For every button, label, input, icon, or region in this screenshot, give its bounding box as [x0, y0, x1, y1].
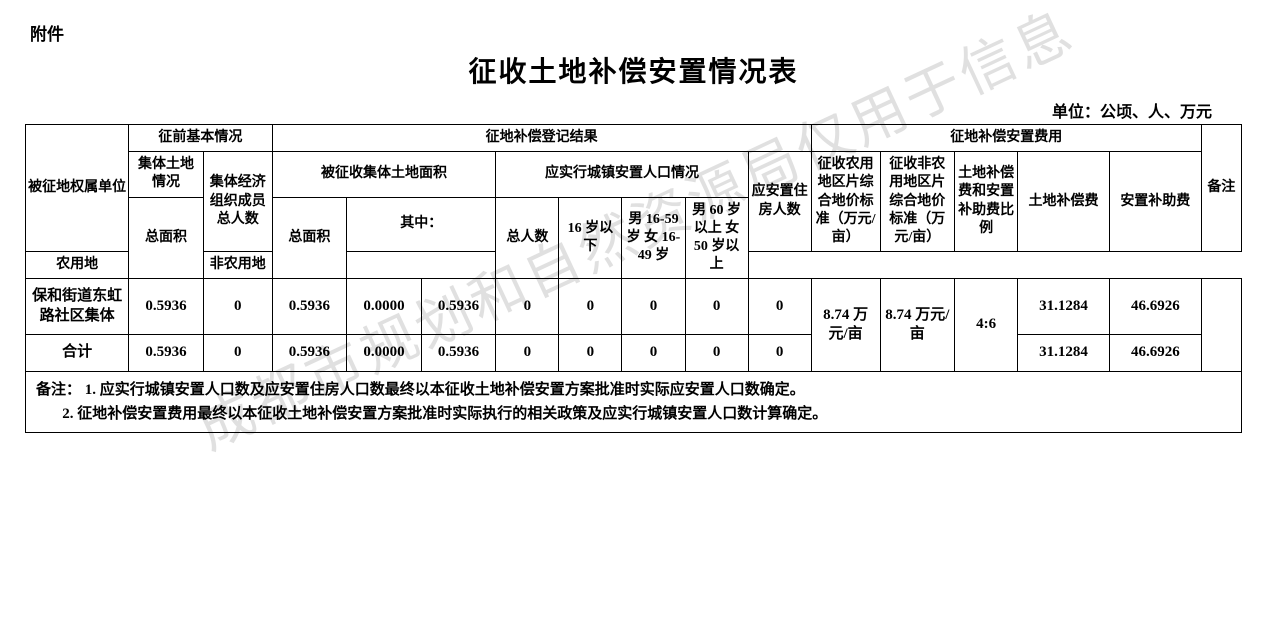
cell: 0	[748, 335, 811, 372]
cell: 0	[622, 279, 685, 335]
table-row: 合计 0.5936 0 0.5936 0.0000 0.5936 0 0 0 0…	[26, 335, 1242, 372]
hdr-breakdown: 其中：	[347, 197, 496, 252]
cell-owner: 合计	[26, 335, 129, 372]
table-row: 保和街道东虹路社区集体 0.5936 0 0.5936 0.0000 0.593…	[26, 279, 1242, 335]
cell: 46.6926	[1109, 335, 1201, 372]
hdr-housing: 应安置住房人数	[748, 152, 811, 252]
cell: 0	[622, 335, 685, 372]
hdr-u16: 16 岁以下	[559, 197, 622, 279]
hdr-owner: 被征地权属单位	[26, 125, 129, 252]
hdr-pop: 应实行城镇安置人口情况	[496, 152, 748, 197]
cell: 0	[685, 279, 748, 335]
hdr-remark: 备注	[1201, 125, 1241, 252]
cell-owner: 保和街道东虹路社区集体	[26, 279, 129, 335]
hdr-ratio: 土地补偿费和安置补助费比例	[955, 152, 1018, 252]
cell: 0.5936	[129, 335, 204, 372]
hdr-total-pop: 总人数	[496, 197, 559, 279]
cell: 0.5936	[421, 279, 496, 335]
cell-remark	[1201, 279, 1241, 372]
hdr-land-status: 集体土地情况	[129, 152, 204, 197]
hdr-grp-pre: 征前基本情况	[129, 125, 272, 152]
cell: 31.1284	[1018, 279, 1110, 335]
cell: 0.5936	[421, 335, 496, 372]
hdr-mid: 男 16-59 岁 女 16-49 岁	[622, 197, 685, 279]
cell: 0	[685, 335, 748, 372]
hdr-total-area-pre: 总面积	[129, 197, 204, 279]
cell: 0	[559, 335, 622, 372]
hdr-agri: 农用地	[26, 252, 129, 279]
cell: 0.5936	[272, 279, 347, 335]
hdr-land-comp: 土地补偿费	[1018, 152, 1110, 252]
hdr-nonagri: 非农用地	[203, 252, 272, 279]
cell: 0.5936	[272, 335, 347, 372]
attachment-label: 附件	[25, 20, 1242, 45]
footnote-label: 备注：	[36, 382, 81, 398]
hdr-agri-std: 征收农用地区片综合地价标准（万元/亩）	[811, 152, 880, 252]
cell: 46.6926	[1109, 279, 1201, 335]
compensation-table: 被征地权属单位 征前基本情况 征地补偿登记结果 征地补偿安置费用 备注 集体土地…	[25, 124, 1242, 433]
cell: 0	[748, 279, 811, 335]
footnote-2: 2. 征地补偿安置费用最终以本征收土地补偿安置方案批准时实际执行的相关政策及应实…	[62, 406, 827, 422]
hdr-settle-comp: 安置补助费	[1109, 152, 1201, 252]
cell: 0	[559, 279, 622, 335]
header-row: 被征地权属单位 征前基本情况 征地补偿登记结果 征地补偿安置费用 备注	[26, 125, 1242, 152]
cell: 0.0000	[347, 335, 422, 372]
hdr-grp-fee: 征地补偿安置费用	[811, 125, 1201, 152]
cell: 0	[496, 335, 559, 372]
footnote-1: 1. 应实行城镇安置人口数及应安置住房人口数最终以本征收土地补偿安置方案批准时实…	[85, 382, 805, 398]
footnote-row: 备注： 1. 应实行城镇安置人口数及应安置住房人口数最终以本征收土地补偿安置方案…	[26, 371, 1242, 432]
cell: 0.5936	[129, 279, 204, 335]
hdr-old: 男 60 岁以上 女 50 岁以上	[685, 197, 748, 279]
cell-agri-std: 8.74 万元/亩	[811, 279, 880, 372]
cell: 0	[203, 335, 272, 372]
hdr-total-area: 总面积	[272, 197, 347, 279]
hdr-grp-reg: 征地补偿登记结果	[272, 125, 811, 152]
hdr-members: 集体经济组织成员总人数	[203, 152, 272, 252]
cell: 0.0000	[347, 279, 422, 335]
page-title: 征收土地补偿安置情况表	[25, 50, 1242, 90]
cell: 0	[203, 279, 272, 335]
hdr-nonagri-std: 征收非农用地区片综合地价标准（万元/亩）	[880, 152, 955, 252]
cell: 31.1284	[1018, 335, 1110, 372]
cell-nonagri-std: 8.74 万元/亩	[880, 279, 955, 372]
cell: 0	[496, 279, 559, 335]
unit-label: 单位：公顷、人、万元	[25, 98, 1242, 122]
footnote: 备注： 1. 应实行城镇安置人口数及应安置住房人口数最终以本征收土地补偿安置方案…	[26, 371, 1242, 432]
hdr-land-area: 被征收集体土地面积	[272, 152, 496, 197]
cell-ratio: 4:6	[955, 279, 1018, 372]
